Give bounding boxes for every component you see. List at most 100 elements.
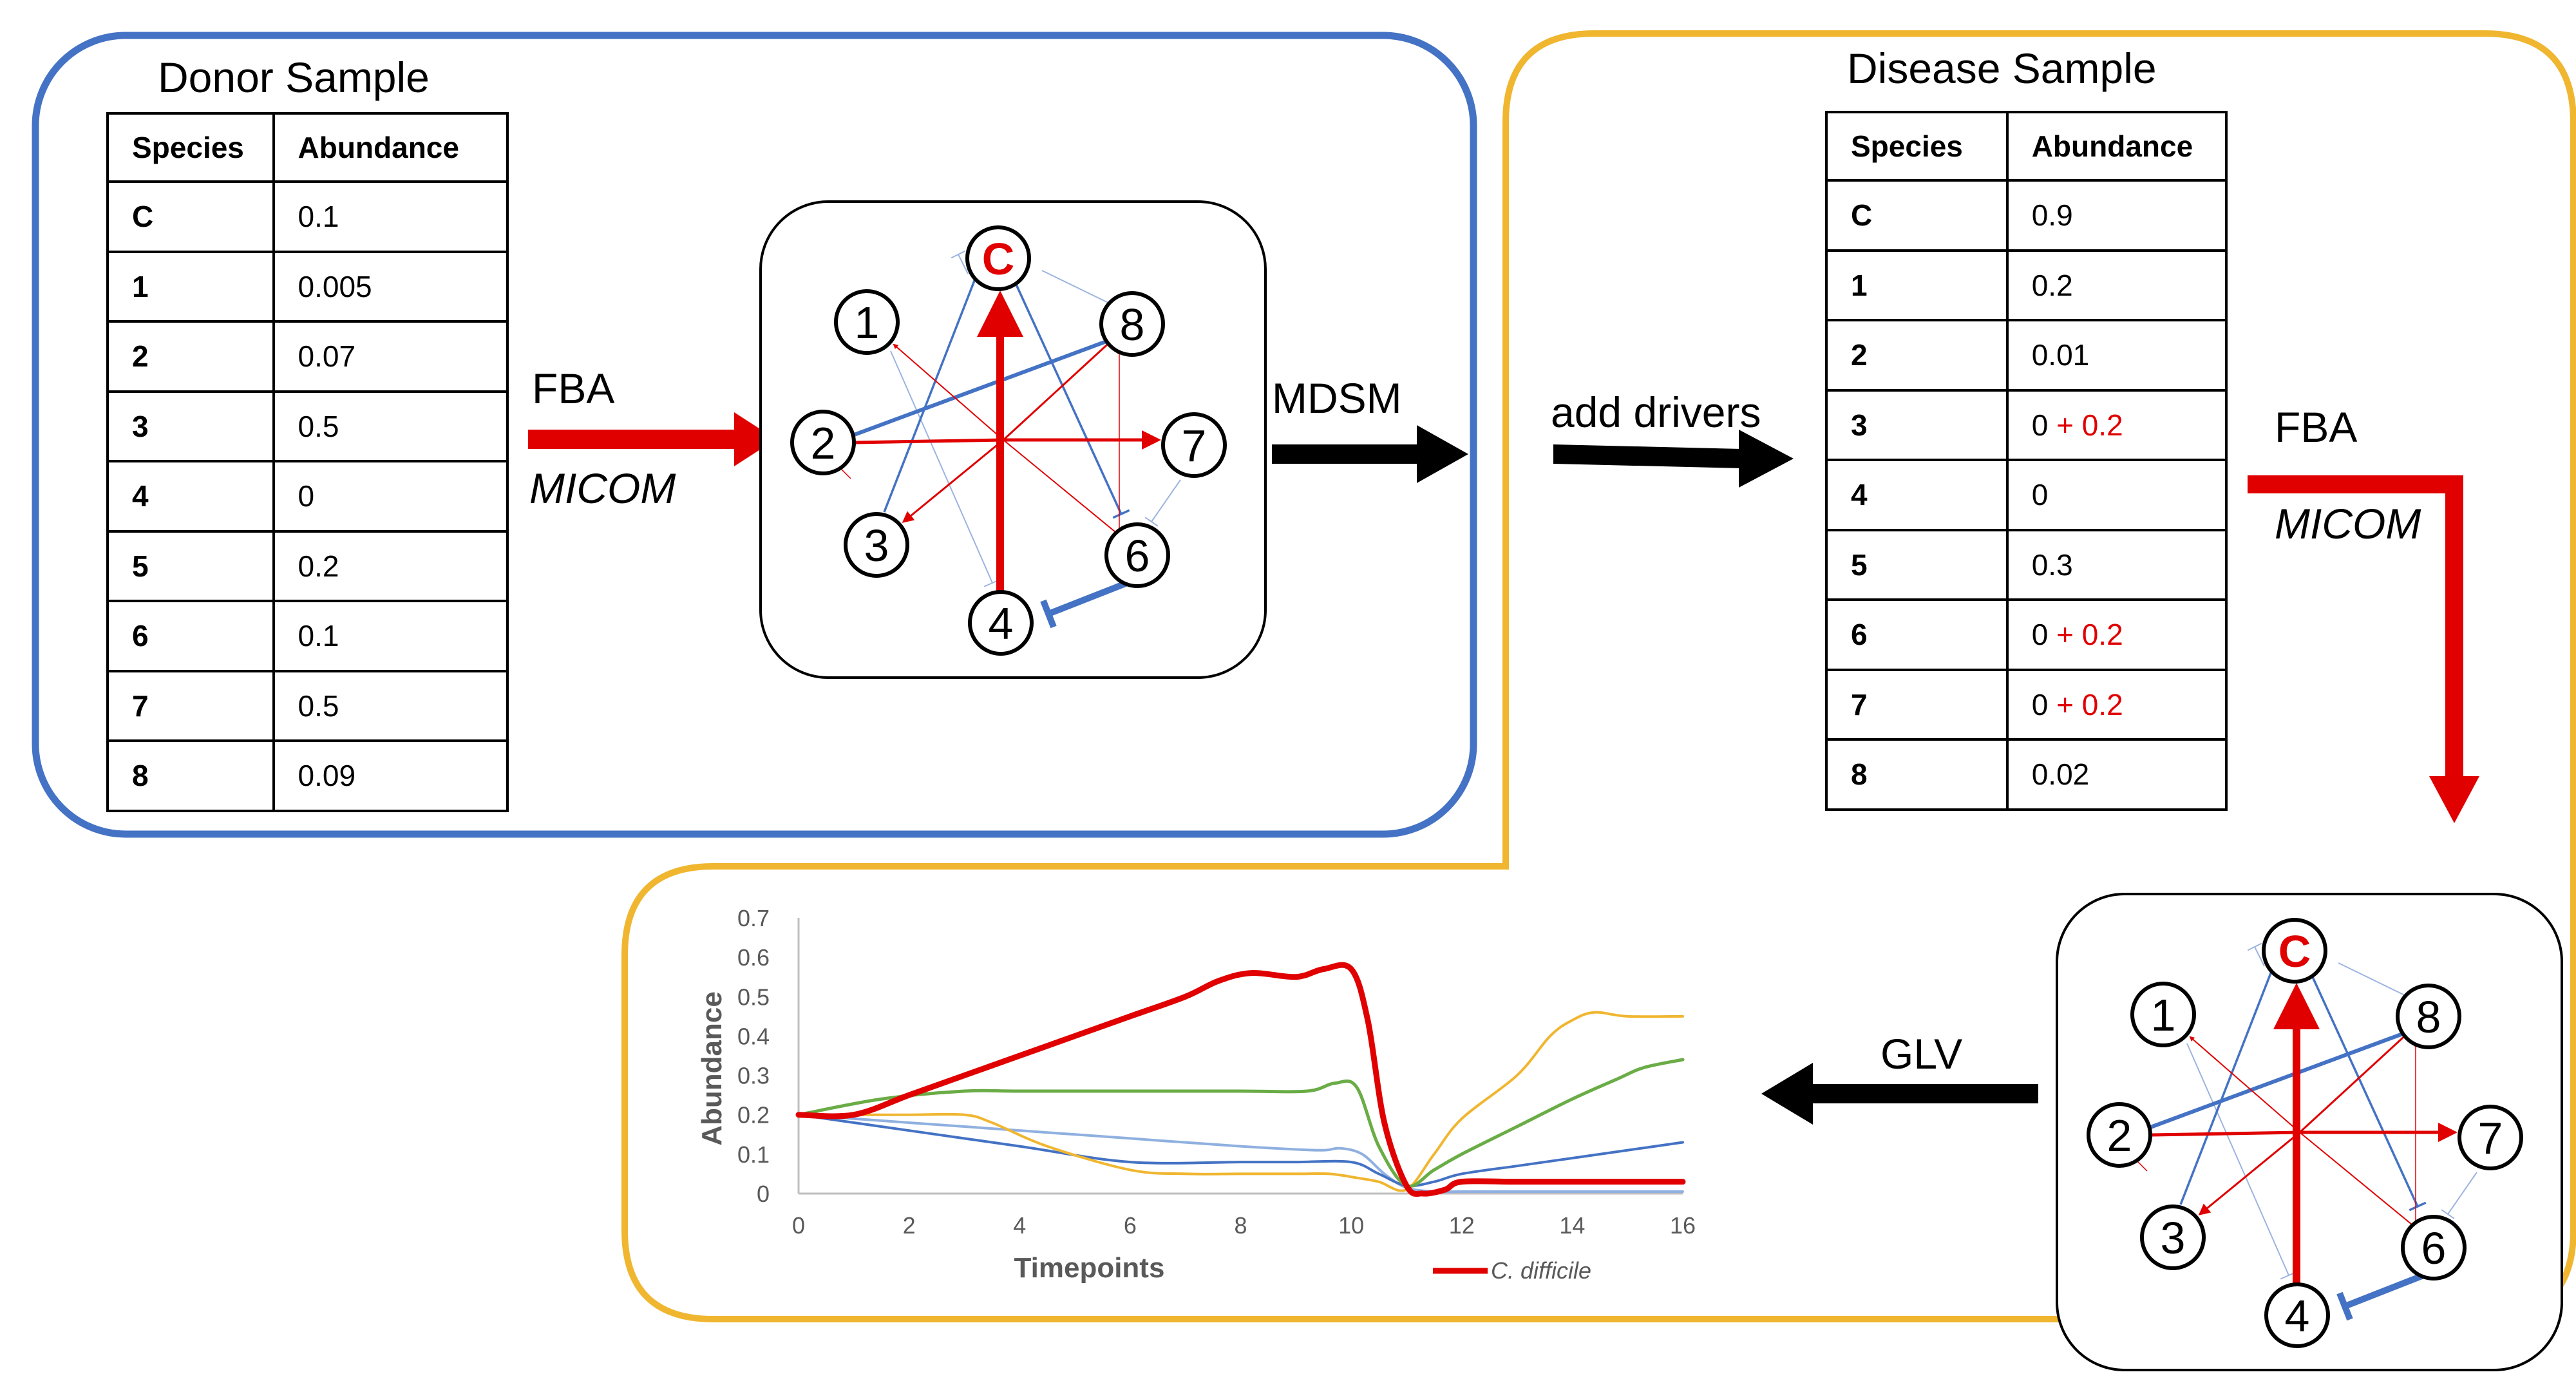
disease-abundance-cell: 0.02 [2005,738,2228,811]
disease-abundance-cell: 0 [2005,459,2228,531]
y-tick-label: 0.3 [737,1063,770,1089]
inhibition-edge [2441,1172,2477,1219]
disease-abundance-value: 0.9 [2031,198,2073,233]
donor-abundance-cell: 0.09 [272,739,509,812]
series-line-cdifficile [795,962,1686,1197]
node-label: 1 [855,298,880,348]
inhibition-edge [951,250,969,274]
donor-species-cell: 8 [106,739,275,812]
disease-species-cell: C [1825,179,2009,252]
donor-species-cell: 5 [106,529,275,602]
node-4: 4 [968,590,1034,656]
donor-abundance-value: 0.005 [298,269,372,303]
x-tick-label: 8 [1234,1212,1247,1239]
disease-table-body: C 0.9 1 0.2 2 0.01 3 0 + 0.2 4 0 5 0.3 6 0 + 0.2 7 0 + … [1825,179,2228,811]
disease-title: Disease Sample [1847,44,2157,92]
disease-abundance-value: 0.3 [2031,547,2073,582]
glv-arrow [1761,1063,2038,1125]
mdsm-label: MDSM [1272,374,1402,422]
disease-species-cell: 2 [1825,319,2009,392]
node-label: 4 [2285,1291,2310,1341]
node-label: 3 [864,520,889,571]
glv-label: GLV [1880,1030,1963,1078]
node-label: 2 [811,418,836,468]
disease-species-cell: 8 [1825,738,2009,811]
activation-edge [893,343,1004,441]
node-1: 1 [834,289,900,355]
x-axis-title: Timepoints [1014,1252,1165,1284]
activation-edge [902,439,1004,523]
add-drivers-label: add drivers [1551,388,1761,436]
donor-abundance-value: 0.5 [298,409,339,443]
node-label: 4 [989,598,1014,649]
node-8: 8 [1099,291,1165,357]
disease-driver-added: + 0.2 [2056,618,2123,652]
x-tick-label: 4 [1013,1212,1026,1239]
donor-species-cell: 7 [106,669,275,742]
network-edges [838,250,1181,629]
activation-edge [2189,1036,2300,1133]
donor-table-body: C 0.1 1 0.005 2 0.07 3 0.5 4 0 5 0.2 6 0.1 7 0.5 8 0.09 [106,180,509,812]
x-tick-label: 2 [903,1212,916,1239]
node-3: 3 [844,512,909,578]
disease-table: Species Abundance C 0.9 1 0.2 2 0.01 3 0 + 0.2 4… [1825,111,2228,811]
donor-table-header: Species Abundance [106,112,509,183]
donor-species-cell: 4 [106,460,275,533]
disease-header-species: Species [1825,111,2009,182]
x-tick-label: 14 [1559,1212,1585,1239]
donor-abundance-cell: 0.1 [272,600,509,672]
node-7: 7 [1161,412,1227,478]
donor-title: Donor Sample [158,53,430,101]
inhibition-edge [2247,942,2265,967]
donor-table: Species Abundance C 0.1 1 0.005 2 0.07 3 0.5 4 0 5… [106,112,509,812]
node-6: 6 [1104,522,1170,588]
donor-species-cell: 2 [106,320,275,393]
micom-label-2: MICOM [2275,500,2421,547]
y-tick-label: 0.1 [737,1141,770,1168]
disease-row: 8 0.02 [1825,738,2228,811]
node-label: C [982,234,1015,284]
disease-abundance-cell: 0.9 [2005,179,2228,252]
disease-abundance-cell: 0 + 0.2 [2005,388,2228,461]
donor-row: 1 0.005 [106,250,509,323]
fba-arrow-2 [2248,475,2479,823]
inhibition-edge [1040,576,1137,629]
node-label: C [2278,926,2311,976]
node-2: 2 [2087,1102,2152,1168]
activation-edge [1003,439,1123,538]
series-line-4 [797,1113,1684,1194]
activation-edge [2299,1132,2420,1231]
y-axis-title: Abundance [696,991,728,1146]
disease-species-cell: 4 [1825,459,2009,531]
inhibition-edge [1144,479,1181,527]
network-diagram-donor: C 1 8 2 7 3 6 4 [759,200,1267,679]
donor-row: 7 0.5 [106,669,509,742]
y-tick-label: 0.4 [737,1023,770,1049]
donor-row: 5 0.2 [106,529,509,602]
disease-driver-added: + 0.2 [2056,408,2123,442]
network-nodes: C 1 8 2 7 3 6 4 [2087,918,2523,1348]
donor-row: 6 0.1 [106,600,509,672]
fba-label-2: FBA [2275,403,2358,451]
donor-abundance-cell: 0.07 [272,320,509,393]
abundance-chart: 0 0.1 0.2 0.3 0.4 0.5 0.6 0.7 0 2 4 6 8 10 12 14 16 Timep… [696,905,1696,1284]
y-tick-label: 0.6 [737,944,770,971]
series-line-3 [797,1113,1684,1188]
donor-abundance-value: 0.07 [298,339,356,374]
y-tick-label: 0.2 [737,1102,770,1128]
donor-abundance-cell: 0.2 [272,529,509,602]
disease-species-cell: 3 [1825,388,2009,461]
donor-abundance-cell: 0.005 [272,250,509,323]
node-label: 7 [2478,1113,2503,1163]
donor-abundance-cell: 0 [272,460,509,533]
disease-abundance-value: 0.2 [2031,268,2073,302]
donor-abundance-cell: 0.5 [272,669,509,742]
mdsm-arrow [1272,425,1468,483]
inhibition-edge [1009,270,1130,519]
donor-abundance-value: 0.1 [298,619,339,653]
disease-driver-added: + 0.2 [2056,687,2123,721]
disease-abundance-value: 0.02 [2031,757,2090,792]
